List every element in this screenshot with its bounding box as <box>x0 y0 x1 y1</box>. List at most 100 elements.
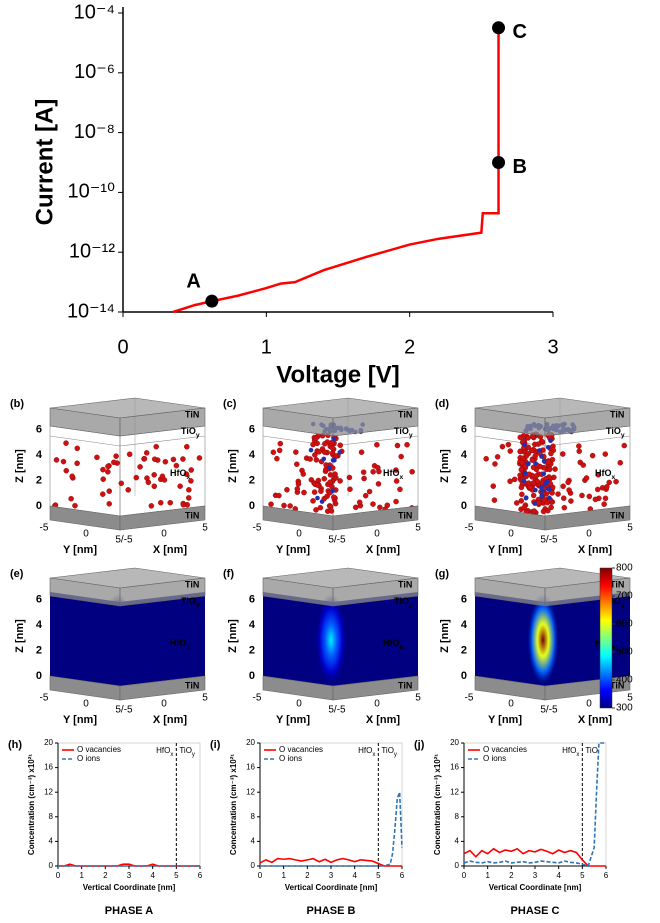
atom <box>177 483 183 489</box>
ion <box>526 461 531 466</box>
colorbar-tick-label: 600 <box>616 619 633 630</box>
z-tick-label: 0 <box>36 670 42 682</box>
base-tick-label: 0 <box>508 699 514 710</box>
base-tick-label: 0 <box>161 529 167 540</box>
atom <box>311 489 318 495</box>
atom <box>323 462 329 468</box>
filament-hotspot <box>102 594 134 686</box>
atom <box>521 504 528 511</box>
atom <box>518 498 525 504</box>
y-tick-label: 16 <box>246 763 255 772</box>
z-tick-label: 0 <box>36 500 42 512</box>
layer-label: HfOx <box>358 746 375 757</box>
atom <box>356 499 363 506</box>
temperature-field <box>333 592 418 686</box>
y-tick-label: 4 <box>455 837 460 846</box>
atom <box>105 469 111 475</box>
tin-bottom <box>119 505 206 531</box>
ion <box>523 470 528 476</box>
ion <box>321 456 327 462</box>
x-axis-title: X [nm] <box>366 714 401 726</box>
x-axis-title: X [nm] <box>578 714 613 726</box>
layer-label-sub: y <box>196 432 200 439</box>
z-axis-title: Z [nm] <box>439 619 451 653</box>
atom <box>310 498 316 504</box>
series-line <box>463 742 606 867</box>
z-tick-label: 4 <box>36 619 43 631</box>
x-tick-label: 5 <box>376 871 381 880</box>
base-tick-label: -5 <box>40 693 49 704</box>
y-tick-label: 4 <box>49 837 54 846</box>
atom <box>394 442 401 449</box>
layer-label-sub: y <box>196 602 200 609</box>
atom <box>366 488 373 495</box>
atom <box>185 495 192 501</box>
layer-label: TiN <box>610 510 624 520</box>
atom <box>68 495 74 502</box>
y-axis-title: Y [nm] <box>63 714 97 726</box>
tin-top <box>544 407 631 437</box>
atom <box>153 443 159 450</box>
layer-label: TiOy <box>381 746 397 757</box>
y-tick-label: 20 <box>44 738 53 747</box>
x-tick-label: 0 <box>117 336 128 358</box>
ion <box>544 479 550 484</box>
atom <box>318 488 324 494</box>
panel-label: (b) <box>10 398 24 410</box>
legend-label: O ions <box>279 754 302 763</box>
atom <box>277 440 284 447</box>
panel-label: (g) <box>435 568 449 580</box>
base-tick-label: -5 <box>253 523 262 534</box>
layer-label: HfOx <box>595 468 616 480</box>
z-tick-label: 6 <box>461 594 467 606</box>
atom <box>106 488 113 494</box>
temperature-field <box>120 592 205 686</box>
layer-label-base: TiO <box>179 746 192 755</box>
ion <box>538 484 544 490</box>
atom <box>535 441 542 447</box>
atom <box>511 476 518 483</box>
atom <box>491 497 498 503</box>
y-tick-label: 16 <box>450 763 459 772</box>
atom <box>525 480 532 486</box>
y-tick-label: 4 <box>251 837 256 846</box>
atom <box>196 455 203 461</box>
atom <box>317 504 324 511</box>
x-axis-title: Vertical Coordinate [nm] <box>489 883 582 892</box>
z-tick-label: 2 <box>249 475 255 487</box>
z-tick-label: 2 <box>461 475 467 487</box>
z-tick-label: 2 <box>249 645 255 657</box>
interface-line <box>49 435 206 447</box>
atom <box>397 486 403 493</box>
atom <box>362 492 369 499</box>
atom <box>560 451 566 457</box>
x-tick-label: 4 <box>150 871 155 880</box>
panel-label: (j) <box>414 739 425 751</box>
ion <box>523 495 529 500</box>
x-tick-label: 4 <box>352 871 357 880</box>
atom <box>580 462 587 468</box>
atom <box>548 450 554 457</box>
atom <box>370 468 376 475</box>
y-tick-label: 10⁻¹⁴ <box>67 300 115 322</box>
layer-label: TiN <box>610 409 624 419</box>
base-tick-label: 5/-5 <box>115 535 133 546</box>
layer-label-base: HfO <box>562 746 576 755</box>
atom <box>492 461 498 467</box>
x-tick-label: 0 <box>258 871 263 880</box>
atom <box>519 459 526 466</box>
temperature-field <box>475 592 545 686</box>
layer-label-base: HfO <box>358 746 372 755</box>
atom <box>568 498 574 504</box>
state-label: A <box>186 270 200 292</box>
z-tick-label: 0 <box>461 670 467 682</box>
temperature-field <box>263 592 333 686</box>
panel-label: (i) <box>210 739 221 751</box>
atom <box>507 448 514 454</box>
z-axis-title: Z [nm] <box>14 619 26 653</box>
legend-label: O vacancies <box>77 745 121 754</box>
atom <box>331 494 337 500</box>
atom <box>148 503 155 509</box>
atom <box>560 483 566 489</box>
